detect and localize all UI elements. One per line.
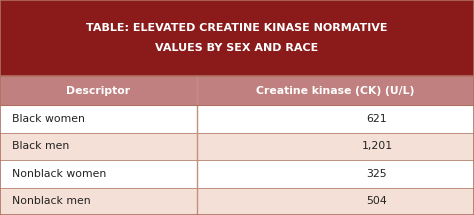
Bar (0, 76, 474, 105)
Text: VALUES BY SEX AND RACE: VALUES BY SEX AND RACE (155, 43, 319, 53)
Text: Black women: Black women (12, 114, 85, 124)
Text: 621: 621 (366, 114, 387, 124)
Bar (0, 160, 474, 187)
Text: 325: 325 (366, 169, 387, 179)
Text: Nonblack men: Nonblack men (12, 196, 91, 206)
Bar (0, 105, 474, 133)
Text: 1,201: 1,201 (361, 141, 392, 152)
Bar (0, 187, 474, 215)
Text: Nonblack women: Nonblack women (12, 169, 106, 179)
Bar (0, 0, 474, 76)
Text: TABLE: ELEVATED CREATINE KINASE NORMATIVE: TABLE: ELEVATED CREATINE KINASE NORMATIV… (86, 23, 388, 33)
Bar (0, 133, 474, 160)
Text: Creatine kinase (CK) (U/L): Creatine kinase (CK) (U/L) (256, 86, 415, 96)
Text: 504: 504 (366, 196, 387, 206)
Text: Descriptor: Descriptor (66, 86, 130, 96)
Text: Black men: Black men (12, 141, 69, 152)
